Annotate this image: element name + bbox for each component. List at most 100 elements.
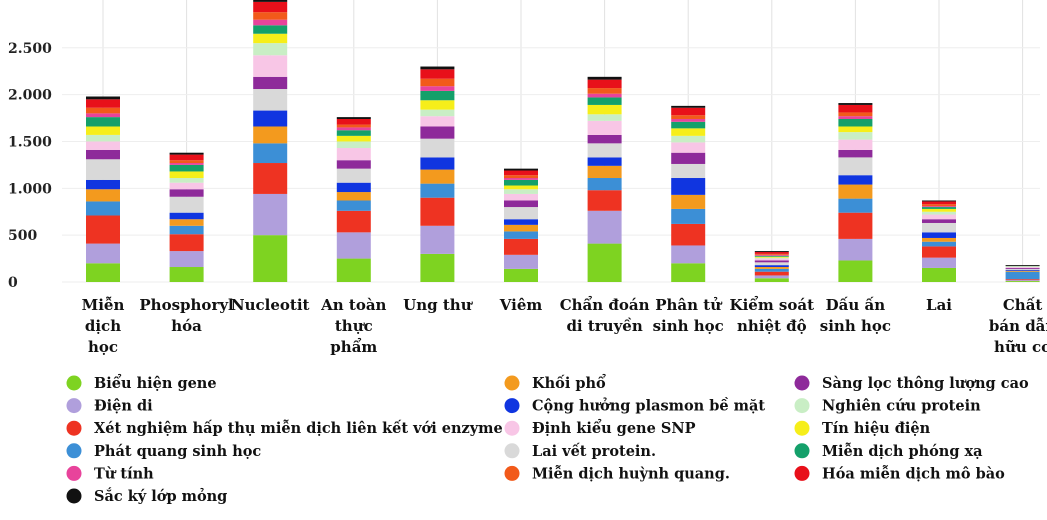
bar-segment: [253, 33, 288, 44]
legend-marker: [504, 420, 520, 436]
bar-segment: [336, 168, 371, 183]
x-category-label: Viêm: [499, 296, 543, 314]
bar-segment: [504, 207, 538, 220]
bar-segment: [336, 258, 371, 282]
bar-segment: [169, 225, 204, 235]
bar-segment: [169, 178, 204, 183]
bar-segment: [838, 118, 873, 127]
bar-segment: [587, 157, 622, 166]
legend-marker: [66, 398, 82, 414]
bar-segment: [253, 12, 288, 20]
bar-segment: [587, 97, 622, 105]
bar-stack: [1005, 265, 1040, 282]
bar-segment: [420, 66, 455, 70]
bar-segment: [169, 182, 204, 190]
legend-marker: [794, 443, 810, 459]
bar-segment: [86, 107, 120, 114]
legend: Biểu hiện gene Điện di Xét nghiệm hấp thụ …: [66, 374, 1029, 505]
bar-segment: [504, 268, 538, 282]
legend-marker: [794, 465, 810, 481]
bar-segment: [1005, 266, 1040, 268]
bar-segment: [587, 79, 622, 89]
bar-segment: [922, 237, 956, 242]
bar-segment: [86, 113, 120, 118]
bar-segment: [253, 89, 288, 111]
bar-segment: [754, 262, 789, 266]
bar-segment: [754, 257, 789, 259]
bar-segment: [671, 135, 706, 143]
y-tick-label: 2.000: [8, 88, 52, 104]
bar-segment: [253, 19, 288, 26]
bar-segment: [838, 149, 873, 158]
x-category-label: Lai: [926, 296, 952, 314]
bar-segment: [922, 222, 956, 233]
legend-marker: [66, 488, 82, 504]
bar-stack: [420, 66, 455, 282]
bar-segment: [169, 163, 204, 165]
bar-segment: [587, 210, 622, 244]
bar-segment: [336, 182, 371, 193]
bar-stack: [86, 96, 120, 282]
bar-segment: [253, 235, 288, 282]
legend-marker: [504, 465, 520, 481]
bar-segment: [169, 160, 204, 164]
bar-segment: [504, 193, 538, 201]
bar-segment: [420, 109, 455, 117]
bar-segment: [420, 86, 455, 91]
bar-segment: [336, 148, 371, 161]
bar-segment: [253, 110, 288, 127]
bar-segment: [504, 175, 538, 179]
bar-segment: [838, 112, 873, 117]
bar-segment: [754, 275, 789, 279]
bar-segment: [504, 200, 538, 208]
bar-segment: [922, 208, 956, 212]
bar-segment: [1005, 267, 1040, 269]
bar-segment: [504, 168, 538, 171]
legend-marker: [66, 375, 82, 391]
bar-segment: [838, 103, 873, 105]
legend-label: Khối phổ: [532, 374, 606, 392]
legend-marker: [504, 443, 520, 459]
bar-segment: [86, 96, 120, 100]
bar-stacks: [86, 0, 1040, 282]
bar-segment: [671, 118, 706, 122]
bar-segment: [922, 207, 956, 209]
bar-segment: [253, 1, 288, 13]
bar-segment: [253, 126, 288, 144]
bar-segment: [587, 104, 622, 115]
bar-segment: [838, 116, 873, 119]
bar-segment: [253, 0, 288, 2]
bar-segment: [420, 116, 455, 127]
bar-segment: [838, 238, 873, 261]
legend-label: Xét nghiệm hấp thụ miễn dịch liên kết vớ…: [94, 419, 503, 437]
bar-segment: [336, 210, 371, 233]
bar-stack: [838, 103, 873, 282]
y-tick-label: 1.500: [8, 134, 52, 150]
bar-segment: [754, 255, 789, 257]
bar-segment: [169, 189, 204, 197]
bar-segment: [253, 76, 288, 90]
legend-marker: [66, 420, 82, 436]
legend-label: Miễn dịch phóng xạ: [822, 442, 983, 460]
bar-segment: [169, 196, 204, 213]
bar-segment: [86, 99, 120, 108]
bar-segment: [922, 206, 956, 208]
bar-segment: [1005, 265, 1040, 267]
legend-label: Nghiên cứu protein: [822, 398, 981, 415]
x-category-label: An toàn thực phẩm: [320, 296, 386, 356]
bar-segment: [671, 163, 706, 179]
legend-label: Lai vết protein.: [532, 442, 656, 460]
bar-segment: [253, 193, 288, 236]
bar-segment: [504, 179, 538, 186]
bar-segment: [86, 215, 120, 244]
bar-segment: [754, 252, 789, 254]
y-axis-ticks: 0 500 1.000 1.500 2.000 2.500: [8, 41, 52, 291]
bar-segment: [671, 128, 706, 136]
bar-segment: [336, 232, 371, 259]
legend-label: Biểu hiện gene: [94, 374, 217, 392]
bar-segment: [420, 225, 455, 254]
bar-segment: [922, 232, 956, 238]
bar-segment: [420, 183, 455, 198]
